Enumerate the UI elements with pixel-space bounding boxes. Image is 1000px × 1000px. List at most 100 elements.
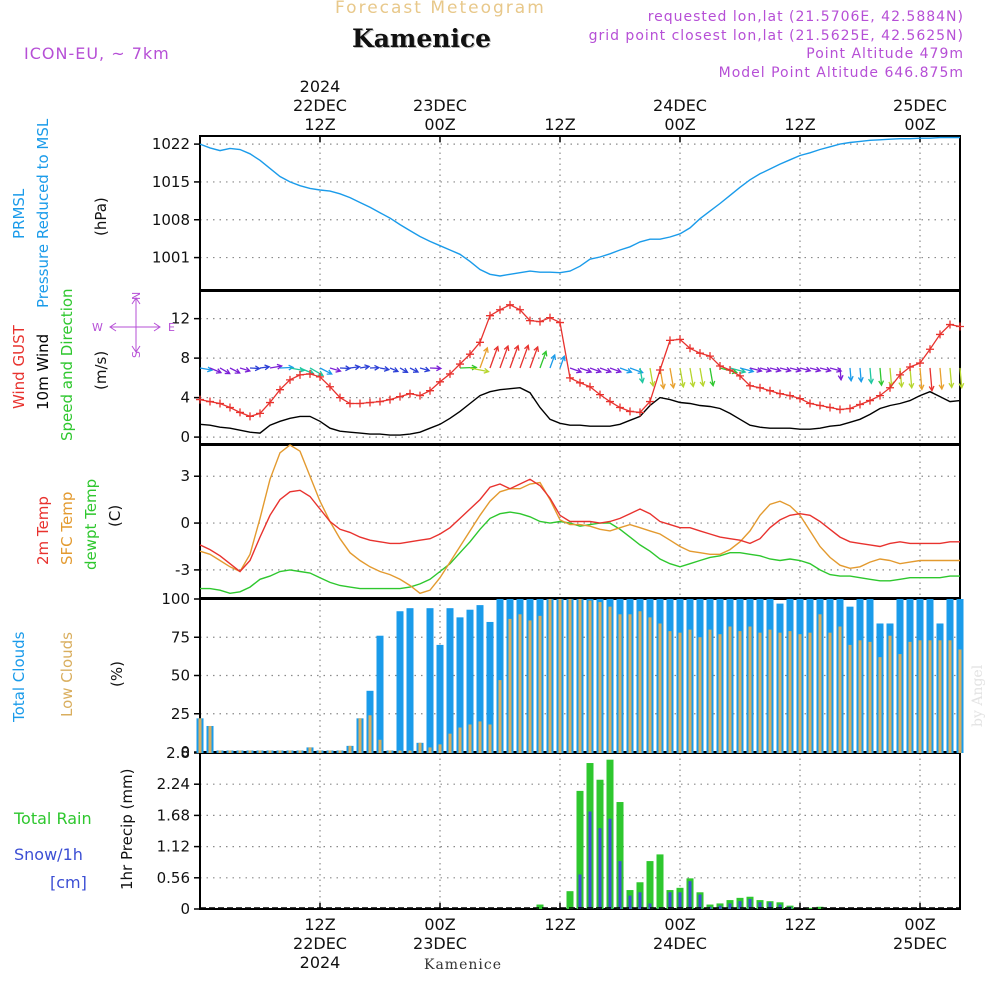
wind-arrow-head: [878, 380, 885, 387]
low-cloud-bar: [898, 654, 902, 753]
panel-frame: [199, 290, 961, 445]
gust-marker: [636, 408, 644, 417]
low-cloud-bar: [858, 640, 862, 753]
wind-arrow-head: [679, 381, 686, 389]
wind-arrow-head: [524, 344, 530, 351]
wind-arrow: [329, 367, 341, 372]
wind-arrow-head: [699, 381, 706, 388]
gust-marker: [776, 389, 784, 398]
wind-arrow: [889, 367, 893, 387]
wind-arrow: [409, 367, 419, 373]
low-cloud-bar: [628, 614, 632, 753]
location-name: Kamenice: [352, 24, 492, 53]
wind-arrow-head: [756, 367, 763, 373]
wind-arrow-head: [288, 364, 295, 371]
low-cloud-bar: [958, 649, 962, 753]
gust-marker: [196, 395, 204, 404]
gust-marker: [386, 395, 394, 404]
chart-title: Forecast Meteogram: [335, 0, 546, 18]
gust-marker: [906, 363, 914, 372]
time-label-bottom: 24DEC: [653, 934, 707, 953]
sfc-temp-line: [199, 444, 960, 595]
gust-marker: [536, 317, 544, 326]
y-tick-label: -3: [175, 561, 190, 579]
wind-arrow: [499, 345, 509, 369]
label-total-rain: Total Rain: [13, 809, 92, 828]
total-cloud-bar: [496, 599, 504, 753]
wind-arrow: [779, 367, 791, 372]
wind-arrow-head: [649, 381, 656, 388]
wind-arrow: [849, 367, 852, 381]
time-label-top: 00Z: [664, 115, 695, 134]
gust-marker: [276, 385, 284, 394]
snow-bar: [608, 818, 612, 909]
wind-arrow-head: [503, 344, 510, 352]
y-tick-label: 100: [161, 590, 190, 608]
y-tick-label: 0: [180, 743, 190, 761]
wind-arrow: [789, 367, 801, 372]
low-cloud-bar: [268, 750, 272, 753]
wind-arrow-head: [805, 366, 812, 373]
ylabel-dewpt: dewpt Temp: [82, 479, 100, 570]
unit-hpa: (hPa): [92, 197, 110, 236]
ylabel-sfc: SFC Temp: [58, 492, 76, 565]
wind-arrow-head: [383, 365, 391, 372]
y-tick-label: 1.68: [157, 806, 190, 824]
gust-marker: [666, 336, 674, 345]
wind-arrow: [939, 367, 943, 390]
wind-arrow: [649, 367, 654, 387]
gust-marker: [566, 373, 574, 382]
wind-arrow: [239, 367, 250, 372]
wind-arrow: [699, 367, 704, 387]
panel-5: 0 0.56 1.12 1.68 2.24 2.8: [157, 744, 961, 918]
ylabel-dir: Speed and Direction: [58, 288, 76, 441]
wind-arrow-head: [638, 377, 645, 384]
low-cloud-bar: [658, 623, 662, 753]
wind-arrow: [829, 367, 842, 372]
y-tick-label: 1.12: [157, 838, 190, 856]
gust-marker: [686, 344, 694, 353]
wind-arrow-head: [731, 368, 739, 375]
panel-1: 1001 1008 1015 1022: [152, 135, 961, 291]
wind-arrow-head: [234, 368, 241, 374]
wind-arrow-head: [605, 367, 613, 374]
wind-arrow-head: [550, 353, 557, 361]
y-tick-label: 1008: [152, 211, 190, 229]
gust-marker: [806, 399, 814, 408]
gust-marker: [366, 398, 374, 407]
y-tick-label: 4: [180, 389, 190, 407]
gust-marker: [526, 316, 534, 325]
wind-arrow: [219, 367, 231, 375]
wind-arrow-head: [326, 369, 333, 375]
low-cloud-bar: [428, 747, 432, 753]
y-tick-label: 0: [180, 900, 190, 918]
wind-arrow: [949, 367, 953, 388]
low-cloud-bar: [698, 637, 702, 753]
gust-marker: [596, 390, 604, 399]
requested-coords: requested lon,lat (21.5706E, 42.5884N): [647, 9, 964, 25]
low-cloud-bar: [878, 657, 882, 753]
snow-bar: [758, 902, 762, 909]
wind-arrow: [769, 367, 781, 372]
gust-marker: [956, 322, 964, 331]
wind-arrow-head: [436, 365, 443, 372]
wind-arrow: [359, 365, 370, 369]
wind-arrow: [259, 366, 270, 369]
time-label-top: 22DEC: [293, 96, 347, 115]
low-cloud-bar: [408, 750, 412, 753]
wind-arrow-head: [908, 382, 915, 390]
low-cloud-bar: [328, 750, 332, 753]
wind-arrow-head: [513, 344, 520, 351]
gust-marker: [346, 399, 354, 408]
gust-marker: [556, 318, 564, 327]
rain-bar: [816, 906, 824, 909]
low-cloud-bar: [198, 718, 202, 753]
wind-arrow: [709, 367, 714, 386]
snow-bar: [598, 828, 602, 909]
time-label-top: 23DEC: [413, 96, 467, 115]
temp-2m-line: [199, 478, 960, 573]
low-cloud-bar: [498, 680, 502, 753]
time-label-top: 24DEC: [653, 96, 707, 115]
compass-e: E: [168, 321, 175, 334]
low-cloud-bar: [758, 632, 762, 753]
